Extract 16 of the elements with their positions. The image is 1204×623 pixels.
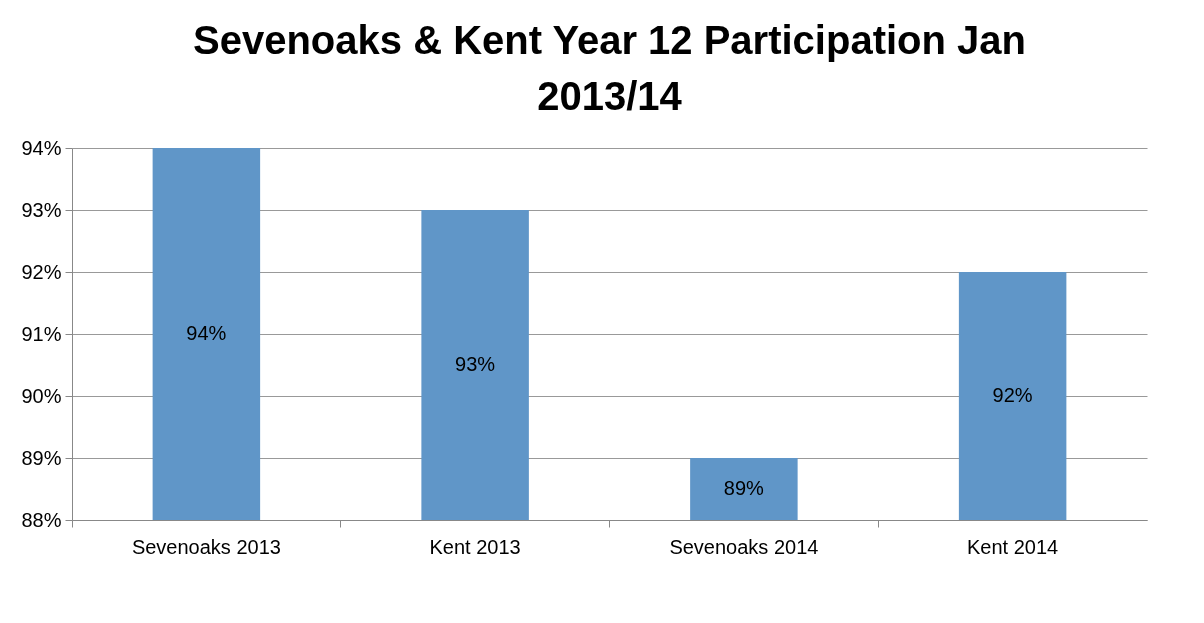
x-tick-label: Sevenoaks 2013: [131, 535, 281, 558]
data-label: 94%: [186, 322, 227, 344]
y-tick-label: 94%: [21, 136, 62, 159]
data-label: 93%: [455, 353, 496, 375]
data-label: 89%: [723, 477, 765, 499]
x-tick-label: Sevenoaks 2014: [669, 535, 819, 558]
x-tick-label: Kent 2013: [429, 535, 521, 558]
y-tick-label: 93%: [21, 198, 62, 221]
x-tick-label: Kent 2014: [967, 535, 1059, 558]
chart-title: Sevenoaks & Kent Year 12 Participation Jan 2013/14: [193, 18, 1026, 118]
y-tick-label: 89%: [21, 446, 62, 469]
y-tick-label: 92%: [21, 260, 62, 283]
data-label: 92%: [992, 384, 1033, 406]
y-tick-label: 91%: [21, 322, 62, 345]
y-tick-label: 90%: [21, 384, 62, 407]
y-tick-label: 88%: [21, 508, 62, 531]
